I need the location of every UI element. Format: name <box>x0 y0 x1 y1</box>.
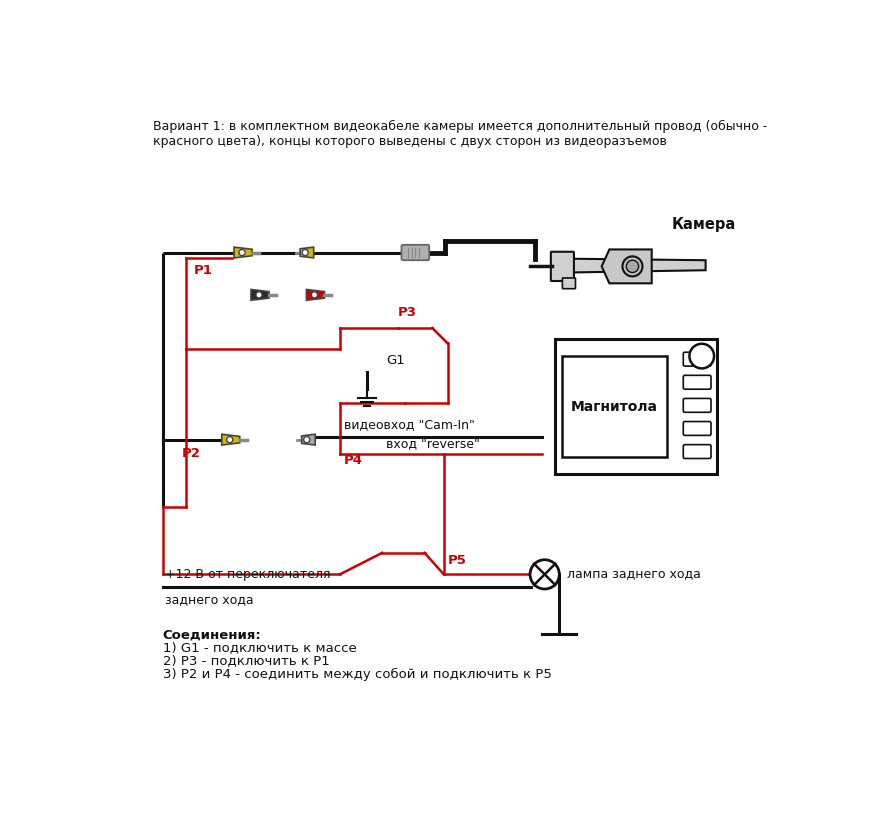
FancyBboxPatch shape <box>561 356 667 457</box>
Text: 1) G1 - подключить к массе: 1) G1 - подключить к массе <box>163 641 356 654</box>
Polygon shape <box>307 290 324 300</box>
Circle shape <box>530 560 560 589</box>
FancyBboxPatch shape <box>683 375 711 389</box>
Text: Соединения:: Соединения: <box>163 628 262 641</box>
Circle shape <box>626 260 638 273</box>
Polygon shape <box>234 247 252 258</box>
Circle shape <box>256 291 262 298</box>
Polygon shape <box>602 250 652 283</box>
FancyBboxPatch shape <box>683 398 711 412</box>
Polygon shape <box>222 434 240 445</box>
Text: заднего хода: заднего хода <box>165 593 254 606</box>
Text: 2) P3 - подключить к P1: 2) P3 - подключить к P1 <box>163 654 330 667</box>
Text: видеовход "Cam-In": видеовход "Cam-In" <box>344 418 475 431</box>
Text: P3: P3 <box>398 306 416 319</box>
Text: 3) P2 и P4 - соединить между собой и подключить к P5: 3) P2 и P4 - соединить между собой и под… <box>163 667 552 681</box>
Text: Магнитола: Магнитола <box>571 400 658 414</box>
Text: +12 В от переключателя: +12 В от переключателя <box>165 567 331 580</box>
FancyBboxPatch shape <box>683 421 711 435</box>
Circle shape <box>239 250 245 255</box>
Circle shape <box>690 344 714 369</box>
Polygon shape <box>301 434 316 445</box>
FancyBboxPatch shape <box>555 339 717 474</box>
FancyBboxPatch shape <box>683 352 711 366</box>
Text: G1: G1 <box>386 354 405 367</box>
Polygon shape <box>567 259 705 273</box>
Text: P4: P4 <box>344 453 362 466</box>
Circle shape <box>304 437 309 443</box>
Text: Камера: Камера <box>672 218 736 232</box>
Circle shape <box>302 250 309 255</box>
Circle shape <box>226 437 232 443</box>
Text: P2: P2 <box>182 447 201 460</box>
Text: вход "reverse": вход "reverse" <box>386 438 480 451</box>
FancyBboxPatch shape <box>562 278 575 289</box>
Text: P5: P5 <box>447 554 467 567</box>
FancyBboxPatch shape <box>551 252 574 281</box>
Circle shape <box>311 291 317 298</box>
Polygon shape <box>251 290 269 300</box>
FancyBboxPatch shape <box>683 445 711 458</box>
FancyBboxPatch shape <box>401 245 429 260</box>
Text: лампа заднего хода: лампа заднего хода <box>567 566 701 580</box>
Text: P1: P1 <box>194 264 212 277</box>
Polygon shape <box>301 247 314 258</box>
Circle shape <box>622 256 643 277</box>
Text: Вариант 1: в комплектном видеокабеле камеры имеется дополнительный провод (обычн: Вариант 1: в комплектном видеокабеле кам… <box>153 120 767 148</box>
